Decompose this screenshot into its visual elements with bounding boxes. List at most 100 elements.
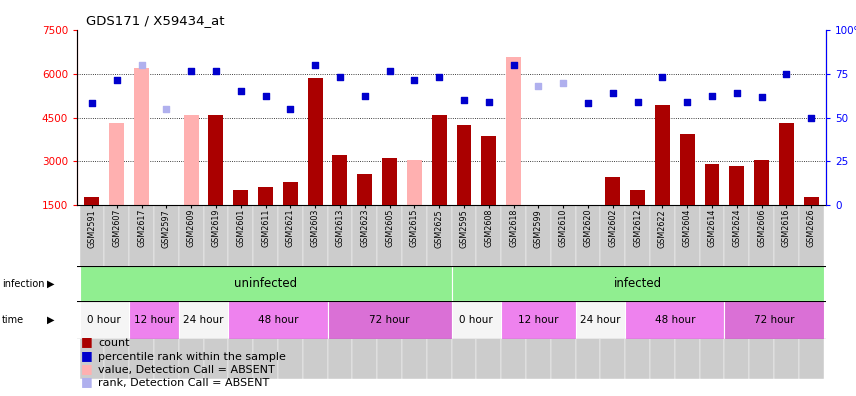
Text: ▶: ▶ bbox=[47, 315, 55, 325]
Point bbox=[234, 88, 247, 95]
Point bbox=[134, 62, 148, 69]
Bar bbox=[526, 205, 550, 379]
Bar bbox=[229, 205, 253, 379]
Text: ■: ■ bbox=[80, 362, 92, 375]
Bar bbox=[80, 301, 129, 339]
Point bbox=[532, 82, 545, 89]
Bar bbox=[650, 205, 675, 379]
Text: 12 hour: 12 hour bbox=[134, 315, 174, 325]
Bar bbox=[481, 137, 496, 205]
Bar bbox=[353, 205, 377, 379]
Text: ■: ■ bbox=[80, 348, 92, 362]
Point bbox=[259, 93, 272, 99]
Point bbox=[556, 80, 570, 86]
Bar bbox=[625, 205, 650, 379]
Point bbox=[805, 114, 818, 121]
Bar bbox=[699, 205, 724, 379]
Bar bbox=[476, 205, 501, 379]
Bar bbox=[575, 301, 625, 339]
Bar bbox=[104, 205, 129, 379]
Bar bbox=[209, 115, 223, 205]
Point bbox=[457, 97, 471, 103]
Bar bbox=[402, 205, 427, 379]
Bar bbox=[303, 205, 328, 379]
Bar bbox=[605, 177, 621, 205]
Bar bbox=[382, 158, 397, 205]
Text: 0 hour: 0 hour bbox=[87, 315, 122, 325]
Bar bbox=[630, 190, 645, 205]
Point bbox=[308, 62, 322, 69]
Point bbox=[333, 74, 347, 80]
Bar bbox=[179, 205, 204, 379]
Bar bbox=[501, 301, 575, 339]
Text: percentile rank within the sample: percentile rank within the sample bbox=[98, 352, 286, 362]
Bar bbox=[184, 115, 199, 205]
Bar bbox=[600, 205, 625, 379]
Point bbox=[606, 90, 620, 96]
Text: 72 hour: 72 hour bbox=[369, 315, 410, 325]
Bar bbox=[452, 266, 823, 301]
Point bbox=[85, 100, 98, 106]
Point bbox=[581, 100, 595, 106]
Bar bbox=[129, 301, 179, 339]
Text: 12 hour: 12 hour bbox=[518, 315, 559, 325]
Point bbox=[730, 90, 744, 96]
Bar bbox=[431, 115, 447, 205]
Bar bbox=[427, 205, 451, 379]
Point bbox=[209, 68, 223, 74]
Point bbox=[507, 62, 520, 69]
Bar bbox=[129, 205, 154, 379]
Bar bbox=[774, 205, 799, 379]
Text: infected: infected bbox=[614, 277, 662, 290]
Bar bbox=[80, 266, 451, 301]
Bar bbox=[749, 205, 774, 379]
Bar bbox=[729, 166, 744, 205]
Text: time: time bbox=[2, 315, 24, 325]
Bar bbox=[278, 205, 303, 379]
Bar bbox=[204, 205, 229, 379]
Text: 48 hour: 48 hour bbox=[655, 315, 695, 325]
Text: uninfected: uninfected bbox=[234, 277, 297, 290]
Bar bbox=[179, 301, 229, 339]
Bar bbox=[328, 205, 353, 379]
Point bbox=[407, 77, 421, 83]
Bar bbox=[154, 205, 179, 379]
Text: 48 hour: 48 hour bbox=[258, 315, 298, 325]
Bar bbox=[307, 78, 323, 205]
Bar bbox=[134, 68, 149, 205]
Bar bbox=[332, 155, 348, 205]
Text: GDS171 / X59434_at: GDS171 / X59434_at bbox=[86, 13, 224, 27]
Text: 0 hour: 0 hour bbox=[460, 315, 493, 325]
Text: count: count bbox=[98, 338, 129, 348]
Point bbox=[705, 93, 719, 99]
Bar bbox=[110, 124, 124, 205]
Point bbox=[631, 99, 645, 105]
Bar bbox=[229, 301, 328, 339]
Bar bbox=[501, 205, 526, 379]
Point bbox=[432, 74, 446, 80]
Bar bbox=[85, 198, 99, 205]
Bar bbox=[625, 301, 724, 339]
Bar bbox=[452, 301, 501, 339]
Point bbox=[681, 99, 694, 105]
Bar bbox=[282, 181, 298, 205]
Bar bbox=[704, 164, 719, 205]
Text: 72 hour: 72 hour bbox=[753, 315, 794, 325]
Bar bbox=[804, 198, 818, 205]
Point bbox=[159, 106, 173, 112]
Bar bbox=[253, 205, 278, 379]
Point bbox=[780, 71, 794, 77]
Bar bbox=[754, 160, 769, 205]
Bar bbox=[357, 174, 372, 205]
Text: value, Detection Call = ABSENT: value, Detection Call = ABSENT bbox=[98, 365, 275, 375]
Bar bbox=[407, 160, 422, 205]
Bar bbox=[328, 301, 451, 339]
Text: rank, Detection Call = ABSENT: rank, Detection Call = ABSENT bbox=[98, 378, 270, 388]
Bar bbox=[675, 205, 699, 379]
Bar bbox=[506, 57, 521, 205]
Bar bbox=[259, 187, 273, 205]
Bar bbox=[575, 205, 600, 379]
Point bbox=[482, 99, 496, 105]
Point bbox=[110, 77, 123, 83]
Bar bbox=[456, 125, 472, 205]
